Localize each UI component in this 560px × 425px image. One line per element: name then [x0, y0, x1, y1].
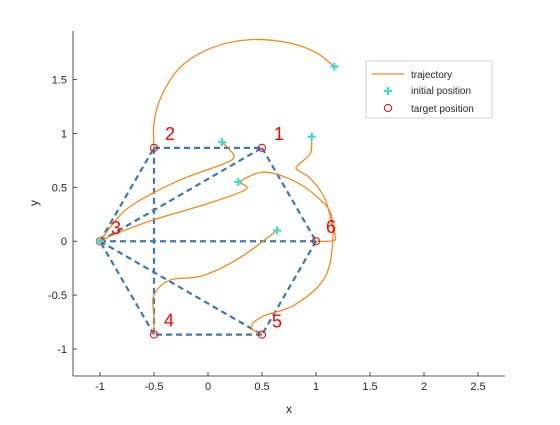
trajectory-5	[237, 171, 334, 336]
y-tick-label-4: 0.5	[52, 182, 67, 194]
legend-initial-plus	[384, 87, 392, 95]
y-tick-label-2: -0.5	[48, 290, 67, 302]
formation-edge-2	[261, 147, 317, 242]
target-marker-6	[311, 237, 321, 246]
x-tick-label-7: 2	[421, 381, 427, 393]
initial-marker-3	[307, 132, 316, 141]
legend-target-swatch	[383, 103, 393, 113]
y-tick-label-3: 0	[61, 236, 67, 248]
formation-edges	[99, 146, 317, 336]
axes: -1 -0.5 0 0.5 1 1.5 2 2.5 -1 -0.5 0 0.5 1 1.5	[48, 31, 505, 393]
initial-marker-6	[96, 237, 104, 246]
legend-trajectory-label: trajectory	[411, 70, 452, 81]
trajectory-4	[295, 136, 337, 243]
x-tick-label-6: 1.5	[362, 381, 377, 393]
trajectory-lines	[99, 38, 337, 336]
x-axis-label: x	[286, 402, 292, 416]
agent-label-4: 4	[164, 311, 174, 331]
x-tick-label-8: 2.5	[470, 381, 485, 393]
formation-edge-6	[99, 147, 155, 242]
agent-label-5: 5	[272, 312, 282, 332]
target-marker-5	[257, 330, 267, 339]
trajectory-2	[99, 141, 235, 242]
y-tick-label-1: -1	[57, 344, 67, 356]
agent-label-2: 2	[165, 124, 175, 144]
formation-edge-5	[99, 240, 155, 336]
x-tick-label-5: 1	[313, 381, 319, 393]
agent-labels: 1 2 3 4 5 6	[111, 124, 336, 332]
x-tick-label-1: -1	[95, 381, 105, 393]
trajectory-1	[152, 38, 335, 148]
y-tick-label-6: 1.5	[52, 75, 67, 87]
position-markers	[95, 62, 339, 339]
legend: trajectory initial position target posit…	[365, 60, 493, 119]
legend-initial-swatch	[384, 87, 392, 95]
legend-target-label: target position	[411, 104, 474, 115]
trajectory-6	[152, 229, 278, 335]
initial-marker-4	[234, 177, 243, 186]
agent-label-1: 1	[274, 124, 284, 144]
formation-edge-9	[99, 146, 263, 243]
initial-marker-5	[273, 226, 282, 235]
x-tick-label-3: 0	[205, 381, 211, 393]
x-tick-label-2: -0.5	[145, 381, 164, 393]
target-marker-4	[149, 330, 159, 339]
trajectory-3	[99, 181, 248, 242]
formation-edge-3	[261, 240, 317, 336]
y-tick-label-5: 1	[61, 128, 67, 140]
formation-edge-10	[99, 240, 263, 336]
agent-label-6: 6	[326, 217, 336, 237]
target-marker-2	[149, 143, 159, 153]
agent-label-3: 3	[111, 218, 121, 238]
x-tick-label-4: 0.5	[254, 381, 269, 393]
initial-marker-1	[330, 62, 339, 71]
y-axis-label: y	[27, 200, 41, 206]
target-marker-1	[257, 143, 267, 153]
legend-initial-label: initial position	[411, 86, 471, 97]
initial-marker-2	[218, 138, 227, 147]
